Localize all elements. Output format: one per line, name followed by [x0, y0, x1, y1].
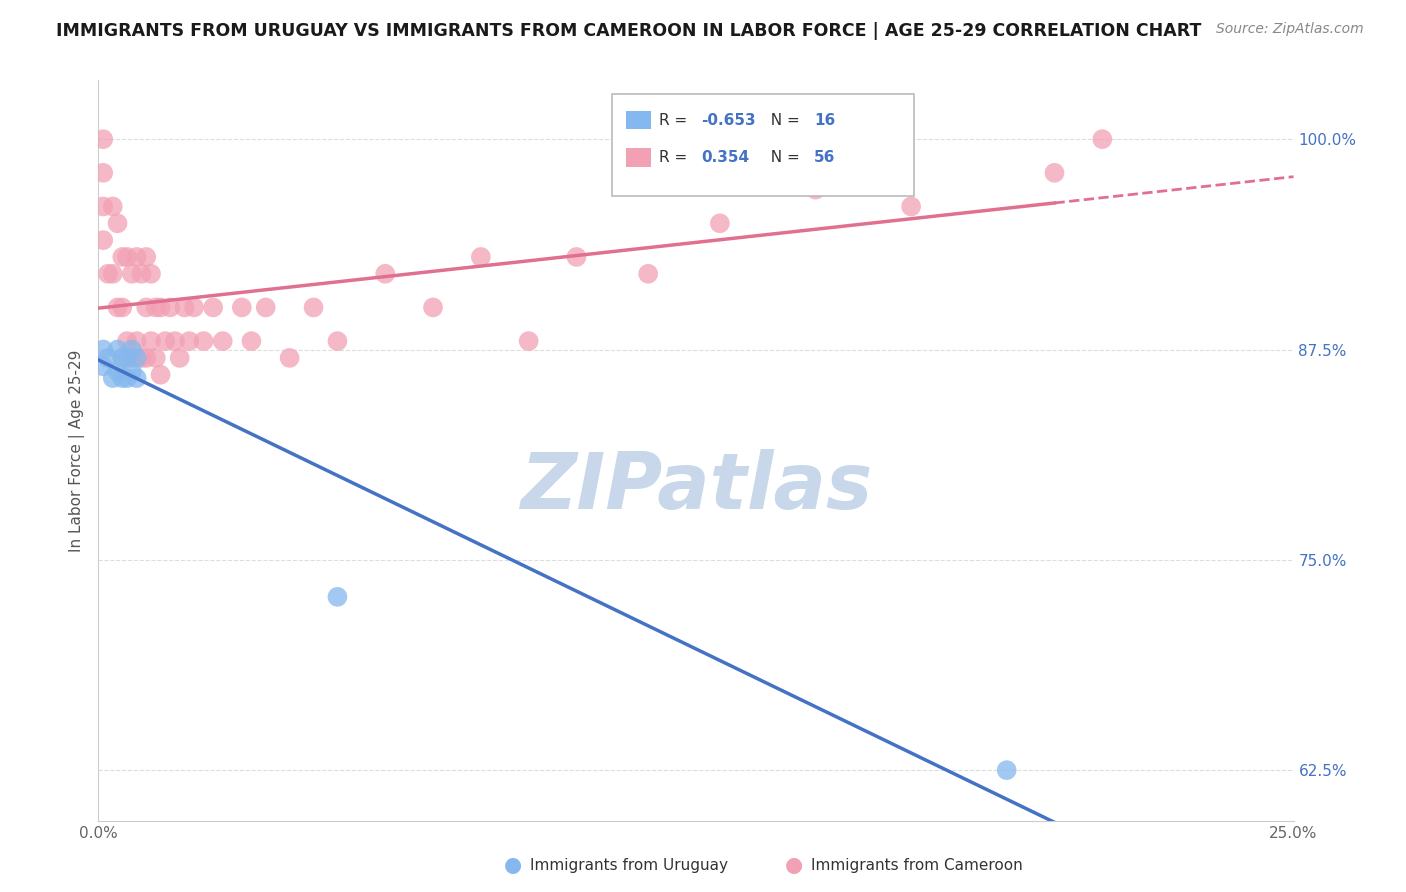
- Point: [145, 351, 167, 365]
- Point: [97, 351, 120, 365]
- Point: [179, 334, 201, 348]
- Text: ●: ●: [505, 855, 522, 875]
- Point: [91, 199, 114, 213]
- Text: 56: 56: [814, 151, 835, 165]
- Point: [107, 301, 129, 315]
- Point: [302, 301, 325, 315]
- Point: [139, 267, 162, 281]
- Point: [125, 371, 148, 385]
- Point: [326, 334, 349, 348]
- Point: [173, 301, 195, 315]
- Point: [115, 334, 138, 348]
- Text: N =: N =: [761, 113, 804, 128]
- Point: [470, 250, 492, 264]
- Point: [139, 334, 162, 348]
- Point: [91, 132, 114, 146]
- Point: [125, 334, 148, 348]
- Point: [121, 364, 143, 378]
- Point: [374, 267, 396, 281]
- Point: [107, 343, 129, 357]
- Text: R =: R =: [659, 113, 693, 128]
- Point: [101, 371, 124, 385]
- Point: [111, 301, 134, 315]
- Point: [125, 351, 148, 365]
- Point: [121, 267, 143, 281]
- Text: 0.354: 0.354: [702, 151, 749, 165]
- Point: [111, 351, 134, 365]
- Point: [169, 351, 191, 365]
- Text: N =: N =: [761, 151, 804, 165]
- Text: ●: ●: [786, 855, 803, 875]
- Text: R =: R =: [659, 151, 693, 165]
- Point: [107, 216, 129, 230]
- Point: [155, 334, 177, 348]
- Point: [101, 199, 124, 213]
- Point: [97, 267, 120, 281]
- Point: [111, 371, 134, 385]
- Text: ZIPatlas: ZIPatlas: [520, 450, 872, 525]
- Point: [115, 351, 138, 365]
- Point: [240, 334, 263, 348]
- Point: [1043, 166, 1066, 180]
- Point: [183, 301, 205, 315]
- Point: [91, 359, 114, 374]
- Point: [804, 183, 827, 197]
- Point: [637, 267, 659, 281]
- Point: [163, 334, 186, 348]
- Point: [101, 267, 124, 281]
- Point: [91, 343, 114, 357]
- Point: [517, 334, 540, 348]
- Point: [709, 216, 731, 230]
- Point: [254, 301, 277, 315]
- Text: 16: 16: [814, 113, 835, 128]
- Point: [131, 351, 153, 365]
- Point: [565, 250, 588, 264]
- Point: [107, 364, 129, 378]
- Point: [131, 267, 153, 281]
- Point: [91, 233, 114, 247]
- Point: [115, 250, 138, 264]
- Text: Immigrants from Cameroon: Immigrants from Cameroon: [811, 858, 1024, 872]
- Point: [121, 343, 143, 357]
- Text: Immigrants from Uruguay: Immigrants from Uruguay: [530, 858, 728, 872]
- Point: [149, 368, 172, 382]
- Text: -0.653: -0.653: [702, 113, 756, 128]
- Point: [900, 199, 922, 213]
- Point: [193, 334, 215, 348]
- Point: [111, 250, 134, 264]
- Point: [202, 301, 225, 315]
- Point: [125, 250, 148, 264]
- Point: [91, 166, 114, 180]
- Point: [326, 590, 349, 604]
- Point: [995, 763, 1018, 777]
- Text: IMMIGRANTS FROM URUGUAY VS IMMIGRANTS FROM CAMEROON IN LABOR FORCE | AGE 25-29 C: IMMIGRANTS FROM URUGUAY VS IMMIGRANTS FR…: [56, 22, 1202, 40]
- Point: [1091, 132, 1114, 146]
- Point: [231, 301, 253, 315]
- Point: [149, 301, 172, 315]
- Point: [211, 334, 233, 348]
- Point: [135, 351, 157, 365]
- Point: [135, 250, 157, 264]
- Point: [121, 351, 143, 365]
- Y-axis label: In Labor Force | Age 25-29: In Labor Force | Age 25-29: [69, 350, 84, 551]
- Point: [422, 301, 444, 315]
- Text: Source: ZipAtlas.com: Source: ZipAtlas.com: [1216, 22, 1364, 37]
- Point: [278, 351, 301, 365]
- Point: [111, 351, 134, 365]
- Point: [145, 301, 167, 315]
- Point: [115, 371, 138, 385]
- Point: [159, 301, 181, 315]
- Point: [135, 301, 157, 315]
